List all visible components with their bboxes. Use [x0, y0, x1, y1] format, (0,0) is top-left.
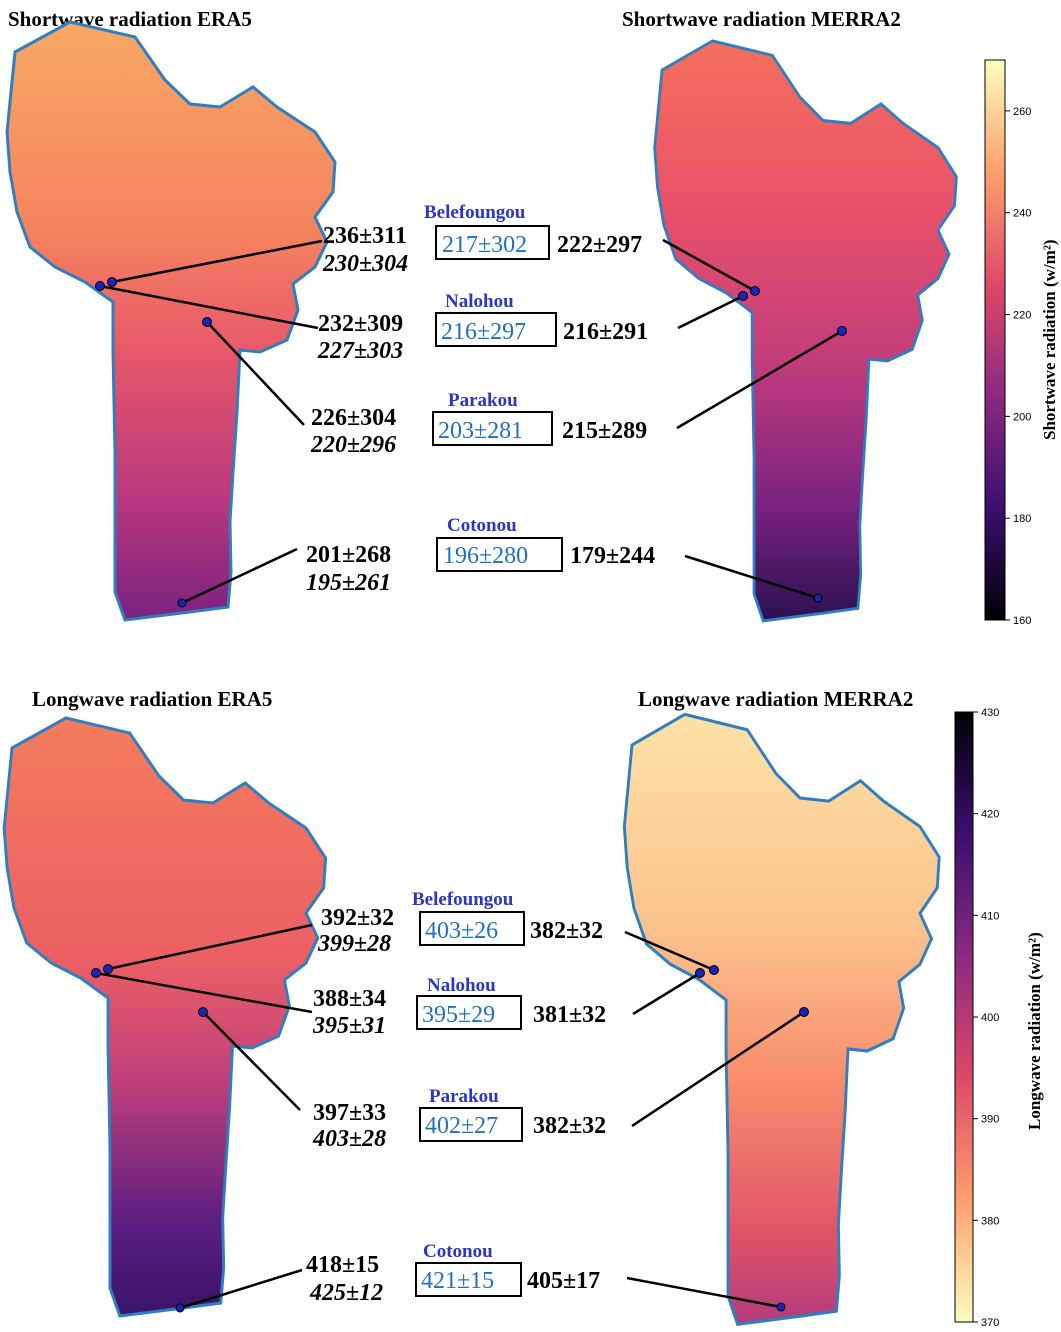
shortwave-tick-label: 200 — [1013, 411, 1031, 423]
lw-era5-belefoungou: 392±32 — [321, 905, 394, 931]
sw-obs-box-nalohou — [435, 312, 557, 347]
sw-era5-cotonou: 201±268 — [306, 542, 391, 568]
colorbar-longwave: 430 420 410 400 390 380 370 Longwave radiation… — [954, 707, 1044, 1329]
sw-site-parakou: Parakou — [448, 390, 518, 411]
panel-title-sw-era5: Shortwave radiation ERA5 — [8, 7, 252, 31]
panel-title-lw-merra2: Longwave radiation MERRA2 — [638, 687, 913, 711]
sw-obs-box-parakou — [432, 411, 553, 446]
lw-site-nalohou: Nalohou — [427, 975, 496, 996]
station-marker — [837, 326, 847, 336]
panel-title-lw-era5: Longwave radiation ERA5 — [32, 687, 272, 711]
longwave-tick-label: 420 — [981, 809, 999, 821]
sw-merra2-cotonou: 179±244 — [570, 543, 655, 569]
longwave-tick-label: 400 — [981, 1012, 999, 1024]
station-marker — [738, 291, 748, 301]
sw-connectors — [99, 238, 843, 605]
colorbar-longwave-label: Longwave radiation (w/m²) — [1025, 932, 1044, 1130]
lw-era5-alt-nalohou: 395±31 — [312, 1013, 386, 1039]
lw-obs-box-cotonou — [415, 1262, 522, 1297]
longwave-tick-label: 430 — [981, 707, 999, 719]
shortwave-tick-label: 160 — [1013, 615, 1031, 627]
lw-obs-cotonou: 421±15 — [421, 1268, 494, 1294]
map-sw-merra2 — [653, 39, 958, 623]
sw-obs-box-cotonou — [436, 537, 563, 572]
sw-merra2-nalohou: 216±291 — [563, 319, 648, 345]
colorbar-shortwave-label: Shortwave radiation (w/m²) — [1040, 239, 1059, 440]
sw-obs-nalohou: 216±297 — [441, 319, 526, 345]
lw-obs-box-parakou — [419, 1107, 523, 1142]
station-marker — [95, 281, 105, 291]
lw-obs-belefoungou: 403±26 — [425, 918, 498, 944]
lw-merra2-cotonou: 405±17 — [527, 1268, 600, 1294]
sw-site-belefoungou: Belefoungou — [424, 202, 526, 223]
lw-obs-parakou: 402±27 — [425, 1113, 498, 1139]
station-marker — [202, 317, 212, 327]
shortwave-tick-label: 220 — [1013, 310, 1031, 322]
sw-site-cotonou: Cotonou — [447, 515, 517, 536]
station-marker — [695, 968, 705, 978]
station-marker — [750, 286, 760, 296]
lw-site-cotonou: Cotonou — [423, 1241, 493, 1262]
lw-era5-alt-parakou: 403±28 — [312, 1126, 386, 1152]
sw-era5-nalohou: 232±309 — [318, 311, 403, 337]
shortwave-tick-label: 180 — [1013, 513, 1031, 525]
map-lw-era5 — [2, 716, 328, 1318]
station-marker — [103, 964, 113, 974]
sw-era5-alt-nalohou: 227±303 — [317, 338, 403, 364]
sw-station-markers — [95, 277, 847, 608]
colorbar-shortwave: 260 240 220 200 180 160 Shortwave radiation (… — [984, 59, 1059, 627]
station-marker — [175, 1303, 185, 1313]
station-marker — [107, 277, 117, 287]
station-marker — [709, 965, 719, 975]
sw-merra2-parakou: 215±289 — [562, 418, 647, 444]
station-marker — [799, 1007, 809, 1017]
lw-era5-nalohou: 388±34 — [313, 986, 386, 1012]
lw-station-markers — [91, 964, 809, 1313]
lw-site-parakou: Parakou — [429, 1086, 499, 1107]
station-marker — [813, 593, 823, 603]
sw-era5-parakou: 226±304 — [311, 405, 396, 431]
lw-obs-box-belefoungou — [419, 911, 525, 946]
lw-connectors — [95, 923, 805, 1310]
lw-merra2-belefoungou: 382±32 — [530, 918, 603, 944]
station-marker — [776, 1302, 786, 1312]
sw-obs-cotonou: 196±280 — [443, 543, 528, 569]
station-marker — [177, 598, 187, 608]
sw-era5-alt-parakou: 220±296 — [310, 432, 396, 458]
sw-merra2-belefoungou: 222±297 — [557, 232, 642, 258]
station-marker — [91, 968, 101, 978]
lw-era5-parakou: 397±33 — [313, 1100, 386, 1126]
sw-obs-belefoungou: 217±302 — [442, 232, 527, 258]
lw-merra2-parakou: 382±32 — [533, 1113, 606, 1139]
sw-era5-alt-belefoungou: 230±304 — [322, 251, 408, 277]
longwave-tick-label: 370 — [981, 1317, 999, 1329]
shortwave-tick-label: 260 — [1013, 106, 1031, 118]
panel-title-sw-merra2: Shortwave radiation MERRA2 — [622, 7, 901, 31]
shortwave-tick-label: 240 — [1013, 208, 1031, 220]
lw-era5-alt-cotonou: 425±12 — [309, 1280, 383, 1306]
longwave-tick-label: 380 — [981, 1215, 999, 1227]
map-lw-merra2 — [622, 712, 941, 1326]
sw-site-nalohou: Nalohou — [445, 291, 514, 312]
sw-obs-parakou: 203±281 — [438, 418, 523, 444]
lw-obs-nalohou: 395±29 — [422, 1002, 495, 1028]
lw-merra2-nalohou: 381±32 — [533, 1002, 606, 1028]
sw-obs-box-belefoungou — [435, 225, 550, 260]
sw-era5-alt-cotonou: 195±261 — [306, 570, 391, 596]
colorbar-longwave-ticks: 430 420 410 400 390 380 370 — [973, 707, 999, 1329]
lw-site-belefoungou: Belefoungou — [412, 889, 514, 910]
longwave-tick-label: 390 — [981, 1114, 999, 1126]
station-marker — [198, 1007, 208, 1017]
longwave-tick-label: 410 — [981, 910, 999, 922]
lw-era5-alt-belefoungou: 399±28 — [317, 931, 391, 957]
colorbar-shortwave-ticks: 260 240 220 200 180 160 — [1005, 106, 1031, 627]
lw-era5-cotonou: 418±15 — [306, 1252, 379, 1278]
lw-obs-box-nalohou — [416, 995, 522, 1030]
sw-era5-belefoungou: 236±311 — [323, 223, 407, 249]
